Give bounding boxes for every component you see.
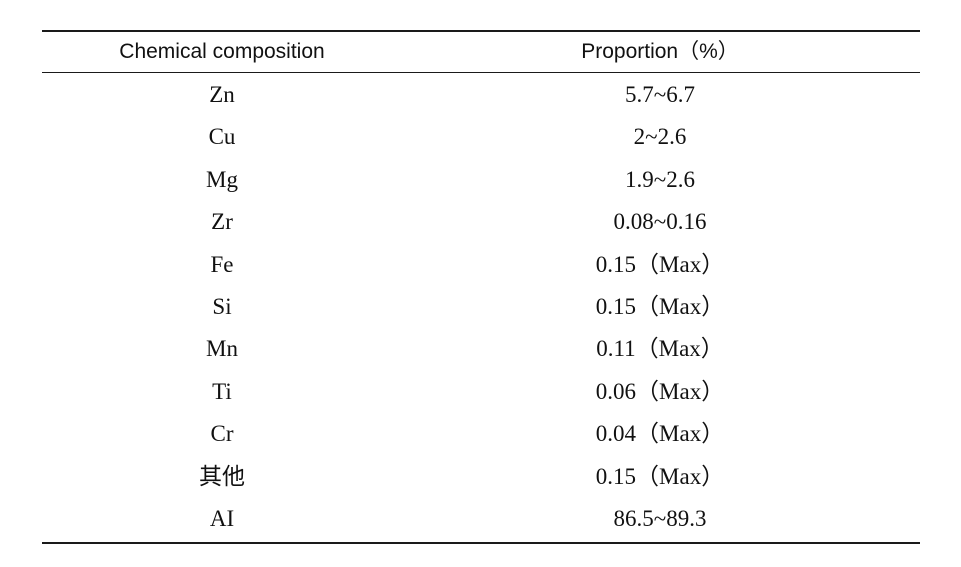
table-row: Zn 5.7~6.7 <box>42 74 920 116</box>
proportion-cell: 0.15（Max） <box>595 463 725 489</box>
table-top-rule <box>42 30 920 32</box>
proportion-cell: 0.04（Max） <box>595 421 725 447</box>
proportion-cell: 1.9~2.6 <box>625 166 695 192</box>
element-cell: Ti <box>212 378 232 404</box>
table-row: Mn 0.11（Max） <box>42 328 920 370</box>
table-row: Fe 0.15（Max） <box>42 244 920 286</box>
element-cell: Si <box>212 293 232 319</box>
element-cell: 其他 <box>199 463 245 489</box>
element-cell: Cr <box>210 421 234 447</box>
table-row: Zr 0.08~0.16 <box>42 201 920 243</box>
proportion-cell: 0.08~0.16 <box>613 209 707 235</box>
table-row: AI 86.5~89.3 <box>42 498 920 540</box>
table-row: Cu 2~2.6 <box>42 116 920 158</box>
proportion-cell: 5.7~6.7 <box>625 82 695 107</box>
proportion-cell: 86.5~89.3 <box>613 505 707 531</box>
table-row: Si 0.15（Max） <box>42 286 920 328</box>
element-cell: Fe <box>210 251 234 277</box>
table-row: Ti 0.06（Max） <box>42 371 920 413</box>
table-row: Mg 1.9~2.6 <box>42 159 920 201</box>
table-row: Cr 0.04（Max） <box>42 413 920 455</box>
table-body: Zn 5.7~6.7 Cu 2~2.6 Mg 1.9~2.6 Zr 0.08~0… <box>42 74 920 540</box>
element-cell: Zr <box>211 209 233 235</box>
proportion-cell: 0.11（Max） <box>596 336 724 362</box>
proportion-cell: 0.15（Max） <box>595 251 725 277</box>
element-cell: Zn <box>209 82 235 107</box>
proportion-cell: 0.15（Max） <box>595 293 725 319</box>
table-header-row: Chemical composition Proportion（%） <box>42 32 920 72</box>
proportion-cell: 0.06（Max） <box>595 378 725 404</box>
proportion-cell: 2~2.6 <box>633 124 687 150</box>
table-row: 其他 0.15（Max） <box>42 456 920 498</box>
element-cell: AI <box>209 505 235 531</box>
table-header-rule <box>42 72 920 73</box>
table-bottom-rule <box>42 542 920 544</box>
element-cell: Mn <box>206 336 238 362</box>
column-header-proportion: Proportion（%） <box>581 40 739 63</box>
column-header-chemical-composition: Chemical composition <box>119 40 325 63</box>
element-cell: Cu <box>208 124 236 150</box>
element-cell: Mg <box>206 166 238 192</box>
